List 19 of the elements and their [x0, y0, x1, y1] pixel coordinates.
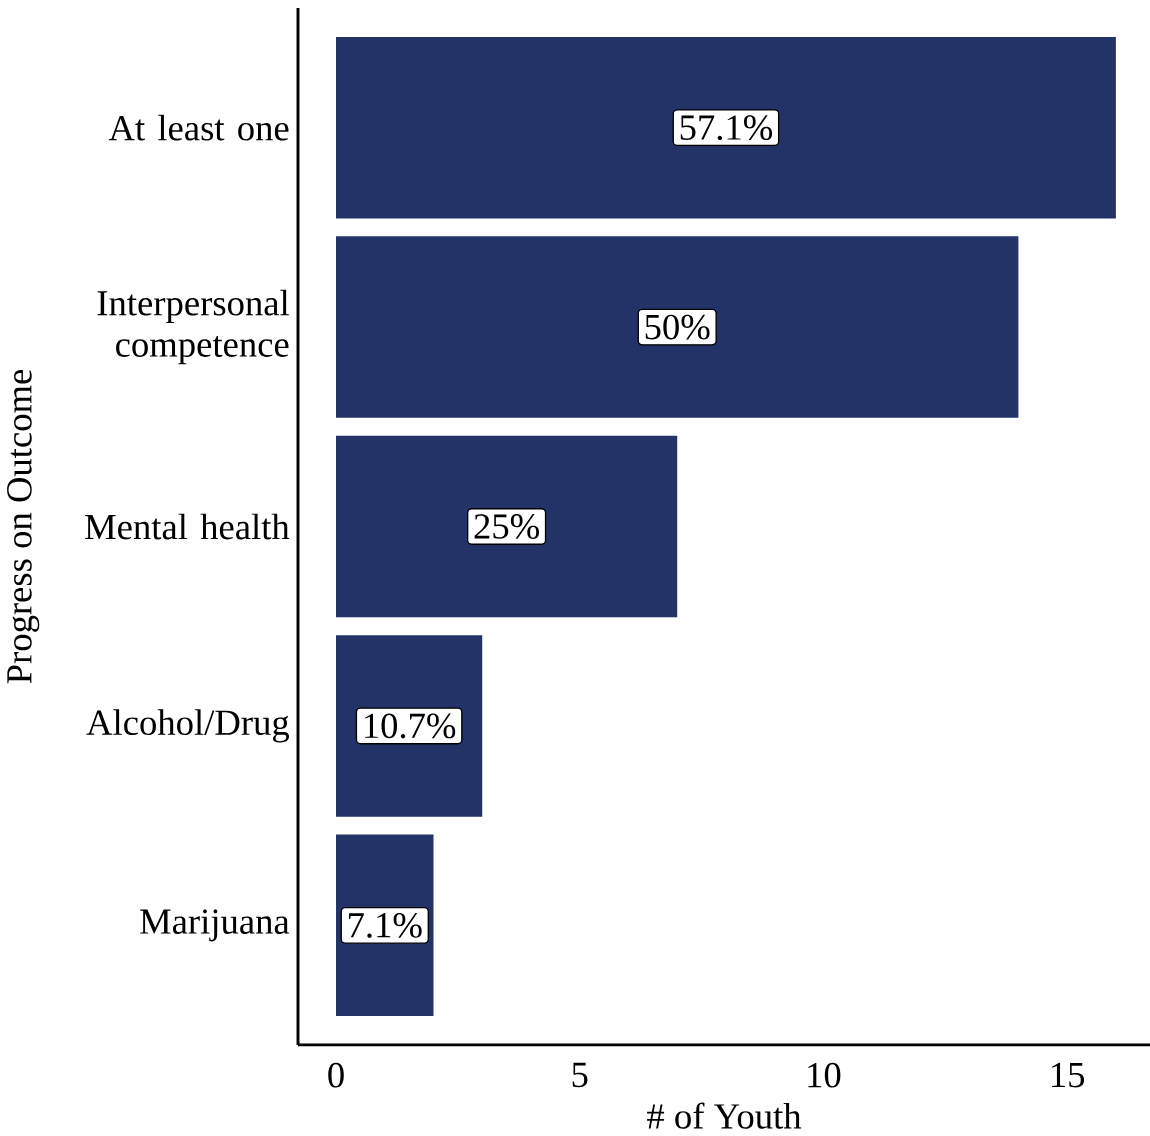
x-tick-label: 10	[808, 1062, 841, 1088]
annotation: 50%	[645, 314, 710, 340]
y-tick-label: Mental health	[85, 513, 290, 540]
x-tick-label: 15	[1052, 1062, 1085, 1088]
bar	[336, 435, 678, 618]
x-tick-label: 0	[328, 1062, 344, 1088]
annotation: 10.7%	[364, 713, 456, 739]
y-tick-label: Marijuana	[140, 909, 290, 942]
y-axis-title: Progress on Outcome	[7, 369, 40, 684]
bar	[336, 236, 1019, 418]
y-tick-label: Alcohol/Drug	[86, 709, 290, 743]
annotation: 25%	[474, 514, 539, 539]
x-axis-title: # of Youth	[647, 1102, 802, 1129]
y-tick-label: Interpersonal competence	[97, 289, 290, 365]
annotation: 7.1%	[348, 912, 422, 938]
annotation: 57.1%	[680, 115, 773, 141]
x-tick-label: 5	[572, 1062, 588, 1088]
y-tick-label: At least one	[108, 114, 289, 141]
bar	[336, 36, 1116, 219]
